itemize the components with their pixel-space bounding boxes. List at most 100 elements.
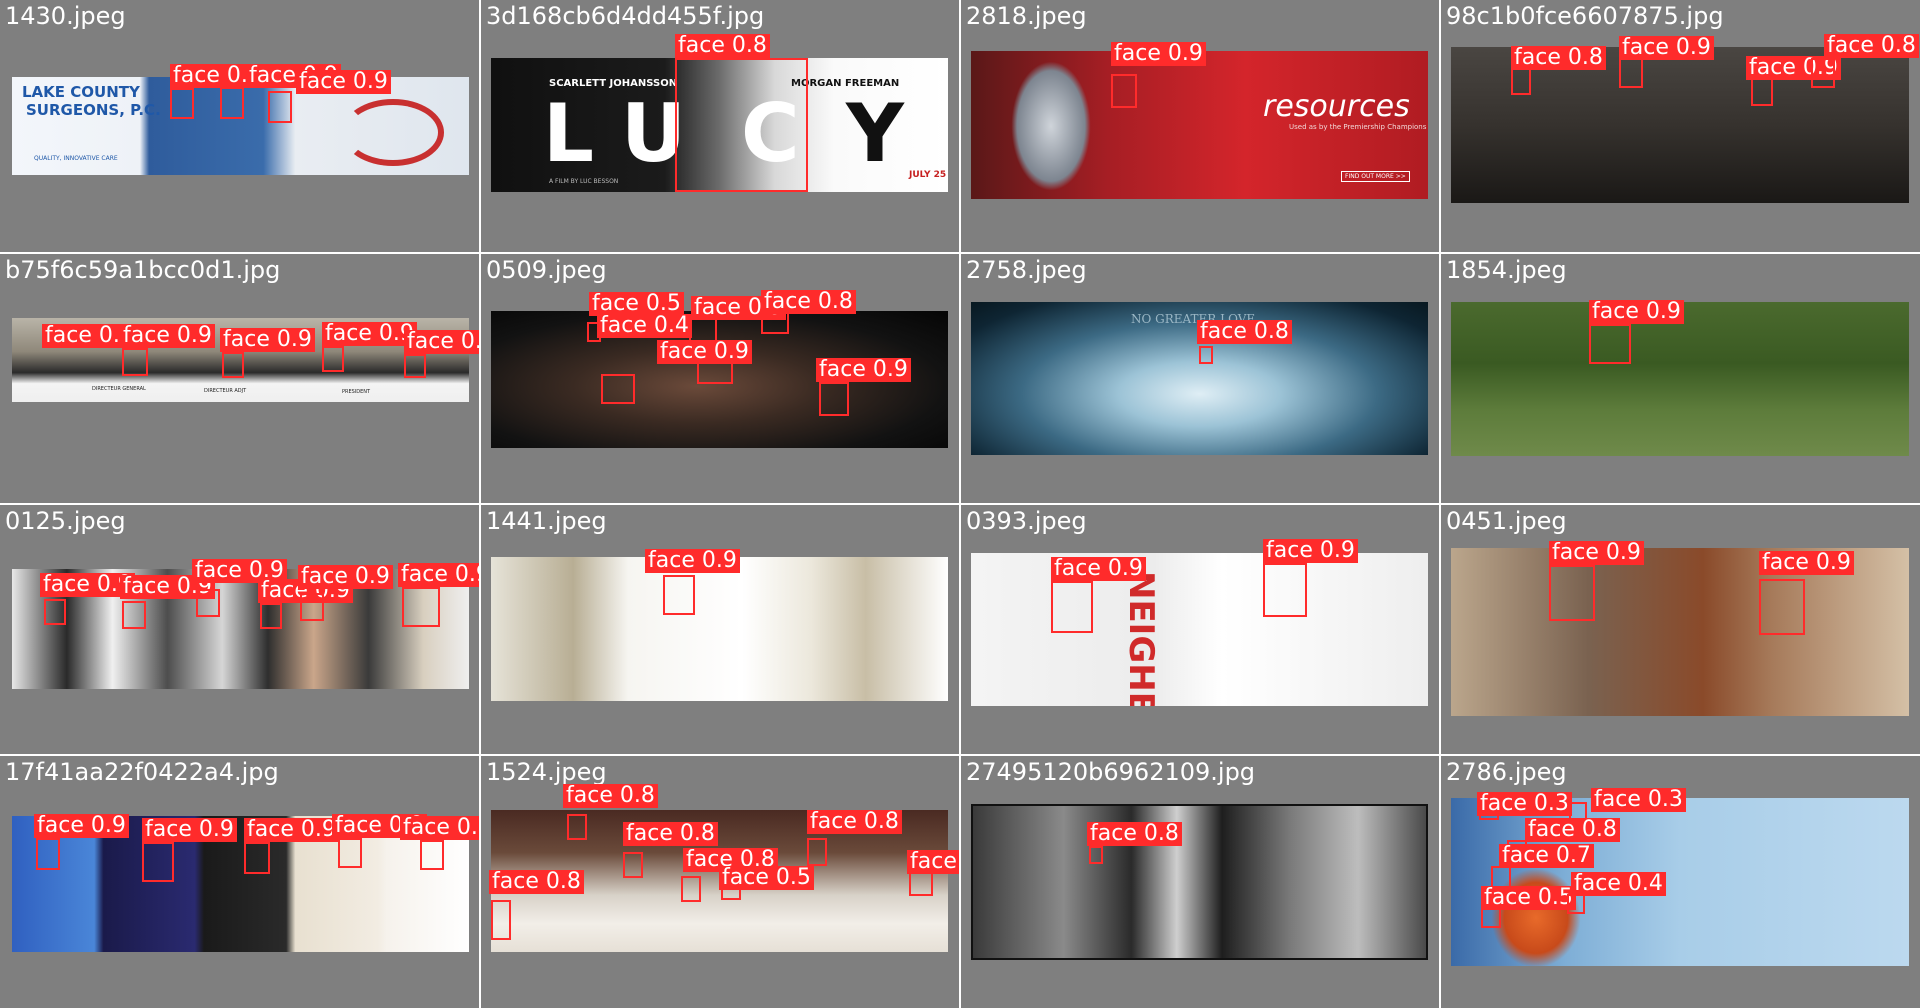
- image-filename: 2786.jpeg: [1446, 758, 1567, 786]
- detection-label: face 0.9: [120, 324, 215, 348]
- detection-box: [1811, 58, 1835, 88]
- photo: NEIGHB: [971, 553, 1428, 706]
- poster-letter: Y: [846, 87, 904, 180]
- detection-box: [420, 840, 444, 870]
- detection-box: [404, 354, 426, 378]
- detection-label: face 0.8: [563, 784, 658, 808]
- photo: LAKE COUNTY SURGEONS, P.C. QUALITY, INNO…: [12, 77, 469, 175]
- detection-box: [260, 603, 282, 629]
- grid-cell: 98c1b0fce6607875.jpg face 0.8 face 0.9 f…: [1441, 0, 1920, 252]
- image-filename: 0451.jpeg: [1446, 507, 1567, 535]
- detection-label: face 0.9: [298, 565, 393, 589]
- image-filename: b75f6c59a1bcc0d1.jpg: [5, 256, 281, 284]
- detection-box: [1111, 74, 1137, 108]
- stethoscope-graphic: [342, 99, 444, 166]
- detection-box: [491, 900, 511, 940]
- grid-cell: 1524.jpeg face 0.8 face 0.8 face 0.8 fac…: [481, 756, 959, 1008]
- detection-label: face 0.8: [761, 290, 856, 314]
- poster-credit: A FILM BY LUC BESSON: [549, 178, 619, 185]
- detection-box: [601, 374, 635, 404]
- detection-box: [142, 842, 174, 882]
- detection-box: [567, 814, 587, 840]
- photo: [1451, 302, 1909, 456]
- detection-box: [1089, 846, 1103, 864]
- detection-label: face 0.8: [623, 822, 718, 846]
- detection-box: [623, 852, 643, 878]
- detection-label: face 0.8: [807, 810, 902, 834]
- detection-label: face 0.8: [907, 850, 959, 874]
- detection-box: [1549, 565, 1595, 621]
- detection-box: [1619, 58, 1643, 88]
- detection-box: [1759, 579, 1805, 635]
- detection-label: face 0.8: [1525, 818, 1620, 842]
- image-filename: 1854.jpeg: [1446, 256, 1567, 284]
- detection-label: face 0.9: [1051, 557, 1146, 581]
- grid-cell: 1854.jpeg face 0.9: [1441, 254, 1920, 503]
- detection-label: face 0.9: [34, 814, 129, 838]
- detection-label: face 0.9: [322, 322, 417, 346]
- detection-box: [196, 589, 220, 617]
- image-filename: 2758.jpeg: [966, 256, 1087, 284]
- grid-cell: 0451.jpeg face 0.9 face 0.9: [1441, 505, 1920, 754]
- detection-box: [402, 587, 440, 627]
- detection-label: face 0.5: [719, 866, 814, 890]
- find-out-more-button[interactable]: FIND OUT MORE >>: [1341, 171, 1410, 182]
- grid-cell: 3d168cb6d4dd455f.jpg SCARLETT JOHANSSON …: [481, 0, 959, 252]
- detection-box: [44, 599, 66, 625]
- detection-box: [1567, 894, 1585, 914]
- detection-label: face 0.8: [675, 34, 770, 58]
- detection-box: [1263, 563, 1307, 617]
- detection-label: face 0.4: [597, 314, 692, 338]
- photo: [12, 816, 469, 952]
- detection-label: face 0.9: [142, 818, 237, 842]
- detection-box: [1751, 78, 1773, 106]
- banner-tagline: QUALITY, INNOVATIVE CARE: [34, 155, 118, 162]
- detection-box: [1051, 581, 1093, 633]
- detection-label: face 0.9: [1549, 541, 1644, 565]
- detection-label: face 0.9: [645, 549, 740, 573]
- nameplate: PRESIDENT: [342, 389, 371, 395]
- detection-label: face 0.5: [589, 292, 684, 316]
- detection-label: face 0.9: [398, 563, 479, 587]
- detection-box: [220, 87, 244, 119]
- detection-box: [36, 838, 60, 870]
- detection-box: [244, 842, 270, 874]
- detection-label: face 0.9: [1111, 42, 1206, 66]
- grid-cell: 0393.jpeg NEIGHB face 0.9 face 0.9: [961, 505, 1439, 754]
- photo: [1451, 798, 1909, 966]
- detection-box: [681, 876, 701, 902]
- photo: resources Used as by the Premiership Cha…: [971, 51, 1428, 199]
- detection-label: face 0.3: [1477, 792, 1572, 816]
- detection-label: face 0.9: [296, 70, 391, 94]
- image-filename: 0509.jpeg: [486, 256, 607, 284]
- image-filename: 1430.jpeg: [5, 2, 126, 30]
- grid-cell: 2786.jpeg face 0.3 face 0.3 face 0.8 fac…: [1441, 756, 1920, 1008]
- detection-label: face 0.8: [1197, 320, 1292, 344]
- detection-label: face 0.9: [404, 330, 479, 354]
- detection-label: face 0.9: [220, 328, 315, 352]
- trophy-graphic: [1011, 61, 1091, 191]
- grid-cell: 2758.jpeg NO GREATER LOVE face 0.8: [961, 254, 1439, 503]
- detection-box: [807, 838, 827, 866]
- detection-box: [1589, 324, 1631, 364]
- detection-label: face 0.9: [1263, 539, 1358, 563]
- detection-box: [122, 348, 148, 376]
- detection-label: face 0.9: [244, 818, 339, 842]
- detection-label: face 0.9: [1759, 551, 1854, 575]
- detection-label: face 0.8: [1511, 46, 1606, 70]
- banner-text: LAKE COUNTY: [22, 83, 140, 101]
- detection-box: [663, 575, 695, 615]
- grid-cell: 0125.jpeg face 0.9 face 0.9 face 0.9 fac…: [0, 505, 479, 754]
- banner-subtext: Used as by the Premiership Champions: [1289, 123, 1427, 131]
- detection-box: [268, 91, 292, 123]
- detection-box: [1511, 68, 1531, 95]
- detection-label: face 0.8: [1087, 822, 1182, 846]
- image-filename: 27495120b6962109.jpg: [966, 758, 1256, 786]
- grid-cell: 1441.jpeg face 0.9: [481, 505, 959, 754]
- person-figure: [1491, 868, 1581, 966]
- poster-date: JULY 25: [909, 170, 947, 180]
- detection-box: [675, 58, 808, 192]
- grid-cell: 2818.jpeg resources Used as by the Premi…: [961, 0, 1439, 252]
- detection-box: [338, 838, 362, 868]
